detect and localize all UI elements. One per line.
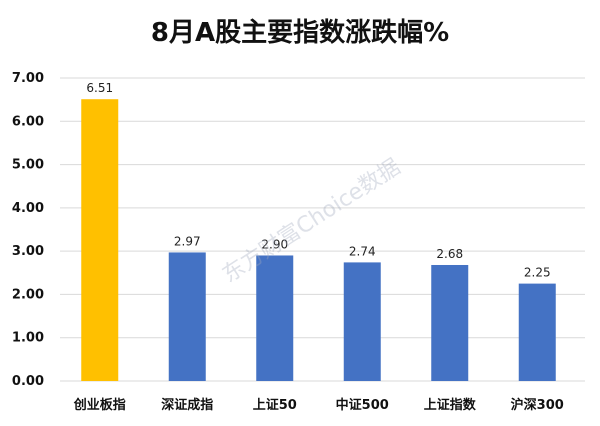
y-tick-label: 1.00 — [12, 331, 44, 346]
y-tick-label: 4.00 — [12, 201, 44, 216]
x-tick-label: 沪深300 — [511, 397, 564, 413]
x-tick-label: 中证500 — [336, 397, 389, 413]
bar — [81, 99, 119, 382]
bar — [343, 262, 381, 381]
x-tick-label: 上证指数 — [424, 397, 477, 413]
data-label: 2.25 — [524, 266, 551, 280]
y-tick-label: 7.00 — [12, 71, 44, 86]
x-tick-label: 上证50 — [253, 398, 297, 413]
bar — [431, 264, 469, 381]
bar — [518, 283, 556, 381]
y-tick-label: 0.00 — [12, 374, 44, 389]
y-tick-label: 3.00 — [12, 244, 44, 259]
x-tick-label: 创业板指 — [73, 397, 126, 413]
bar — [168, 252, 206, 381]
x-tick-label: 深证成指 — [161, 397, 213, 413]
data-label: 6.51 — [86, 81, 113, 95]
y-tick-label: 6.00 — [12, 114, 44, 129]
bar — [256, 255, 294, 381]
data-label: 2.68 — [436, 247, 463, 261]
chart-title: 8月A股主要指数涨跌幅% — [150, 18, 450, 48]
y-tick-label: 5.00 — [12, 158, 44, 173]
data-label: 2.97 — [174, 234, 201, 248]
y-tick-label: 2.00 — [12, 287, 44, 302]
data-label: 2.90 — [261, 237, 288, 251]
data-label: 2.74 — [349, 244, 376, 258]
